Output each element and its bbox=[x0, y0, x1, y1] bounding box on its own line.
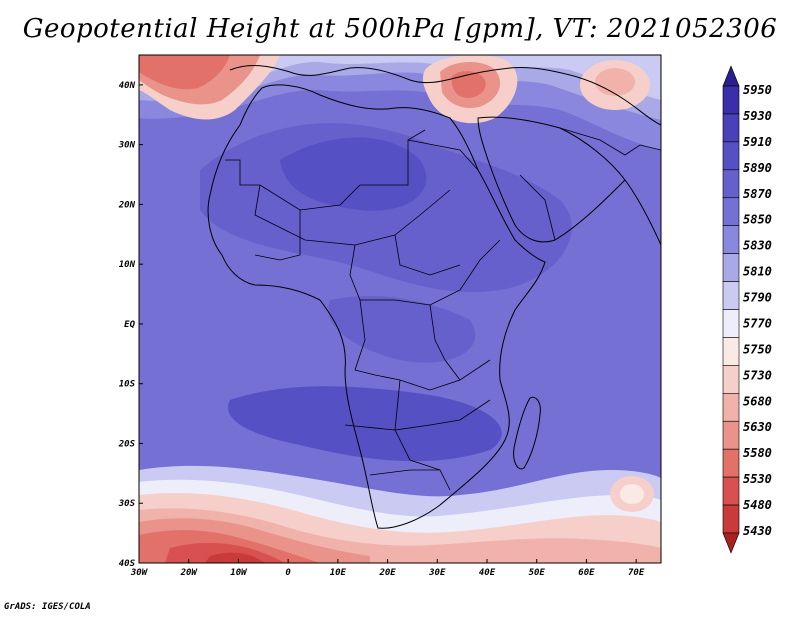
colorbar-swatch bbox=[722, 225, 740, 254]
colorbar-swatch bbox=[722, 113, 740, 143]
madagascar-coastline bbox=[513, 396, 541, 470]
border-line bbox=[394, 234, 461, 276]
border-line bbox=[344, 424, 441, 471]
colorbar-label: 5910 bbox=[743, 135, 772, 149]
field-nw-low-5580 bbox=[139, 55, 230, 90]
europe-coastline bbox=[229, 65, 661, 126]
colorbar-swatch bbox=[722, 253, 740, 282]
lat-tick-label: 20N bbox=[118, 200, 136, 210]
colorbar-swatch bbox=[722, 393, 740, 422]
lat-tick-label: EQ bbox=[124, 320, 135, 330]
footer-credit: GrADS: IGES/COLA bbox=[4, 602, 91, 612]
colorbar-swatch bbox=[722, 169, 740, 199]
colorbar-label: 5930 bbox=[743, 109, 772, 123]
colorbar-swatch bbox=[722, 476, 740, 506]
colorbar-label: 5750 bbox=[743, 342, 772, 356]
field-ne-low-5680 bbox=[595, 68, 635, 96]
field-se-low-5750 bbox=[620, 484, 644, 504]
shaded-geopotential-field bbox=[139, 55, 661, 563]
colorbar-swatch bbox=[722, 281, 740, 310]
border-line bbox=[429, 304, 461, 381]
colorbar-swatch-top bbox=[722, 65, 740, 87]
lon-tick-label: 20W bbox=[180, 568, 199, 578]
colorbar-label: 5810 bbox=[743, 265, 772, 279]
field-south-5480 bbox=[205, 552, 265, 563]
field-core-sahara-5890 bbox=[280, 137, 427, 211]
political-borders bbox=[225, 127, 661, 491]
coastlines bbox=[207, 65, 661, 529]
colorbar-swatch bbox=[722, 420, 740, 450]
colorbar-swatch bbox=[722, 365, 740, 394]
lon-tick-label: 50E bbox=[529, 568, 546, 578]
colorbar-swatch bbox=[722, 504, 740, 534]
lat-tick-label: 40S bbox=[119, 559, 136, 569]
colorbar-swatch bbox=[722, 309, 740, 338]
border-line bbox=[559, 127, 661, 156]
field-turkey-low-5580 bbox=[451, 71, 486, 98]
lat-tick-label: 10N bbox=[119, 260, 136, 270]
colorbar: 5950 5930 5910 5890 5870 5850 5830 5810 5790 5770… bbox=[722, 65, 772, 554]
south-asia-coastline bbox=[624, 179, 661, 246]
colorbar-swatch bbox=[722, 197, 740, 226]
colorbar-label: 5890 bbox=[743, 161, 772, 175]
colorbar-swatch-bottom bbox=[722, 532, 740, 554]
colorbar-swatch bbox=[722, 141, 740, 171]
field-core-south-5890 bbox=[228, 386, 502, 462]
lon-tick-label: 0 bbox=[285, 568, 291, 578]
lon-tick-label: 10E bbox=[330, 568, 347, 578]
africa-coastline bbox=[207, 84, 546, 529]
arabia-coastline bbox=[477, 116, 626, 243]
lat-tick-label: 20S bbox=[118, 439, 136, 449]
page-title: Geopotential Height at 500hPa [gpm], VT:… bbox=[22, 14, 778, 44]
border-line bbox=[394, 379, 491, 431]
colorbar-label: 5850 bbox=[743, 213, 772, 227]
border-line bbox=[407, 139, 479, 171]
lon-tick-label: 30W bbox=[130, 568, 149, 578]
lat-tick-label: 30S bbox=[118, 499, 136, 509]
border-line bbox=[225, 129, 426, 211]
border-line bbox=[354, 299, 491, 391]
colorbar-label: 5480 bbox=[743, 498, 772, 512]
lat-tick-label: 30N bbox=[118, 141, 136, 151]
border-line bbox=[369, 469, 451, 491]
field-core-equator-5870 bbox=[328, 296, 476, 363]
colorbar-label: 5790 bbox=[743, 291, 772, 305]
lon-tick-label: 40E bbox=[479, 568, 496, 578]
lon-tick-label: 30E bbox=[428, 568, 446, 578]
colorbar-label: 5830 bbox=[743, 239, 772, 253]
colorbar-label: 5730 bbox=[743, 368, 772, 382]
lon-tick-label: 20E bbox=[378, 568, 396, 578]
lat-tick-label: 40N bbox=[119, 81, 136, 91]
lon-tick-label: 10W bbox=[230, 568, 248, 578]
colorbar-label: 5430 bbox=[743, 524, 772, 538]
border-line bbox=[254, 210, 301, 261]
colorbar-label: 5950 bbox=[743, 83, 772, 97]
colorbar-label: 5630 bbox=[743, 420, 772, 434]
border-line bbox=[349, 239, 501, 306]
colorbar-label: 5770 bbox=[743, 316, 772, 330]
lon-tick-label: 60E bbox=[578, 568, 595, 578]
lon-axis: 30W 20W 10W 0 10E 20E 30E 40E 50E 60E 70E bbox=[130, 559, 645, 578]
colorbar-swatch bbox=[722, 337, 740, 366]
map-frame bbox=[138, 54, 662, 564]
lat-axis: 40N 30N 20N 10N EQ 10S 20S 30S 40S bbox=[118, 81, 143, 569]
colorbar-swatch bbox=[722, 448, 740, 478]
colorbar-swatch bbox=[722, 85, 740, 115]
colorbar-label: 5580 bbox=[743, 446, 772, 460]
colorbar-label: 5530 bbox=[743, 472, 772, 486]
colorbar-label: 5680 bbox=[743, 394, 772, 408]
colorbar-label: 5870 bbox=[743, 187, 772, 201]
lon-tick-label: 70E bbox=[628, 568, 645, 578]
border-line bbox=[519, 174, 556, 241]
lat-tick-label: 10S bbox=[119, 380, 136, 390]
